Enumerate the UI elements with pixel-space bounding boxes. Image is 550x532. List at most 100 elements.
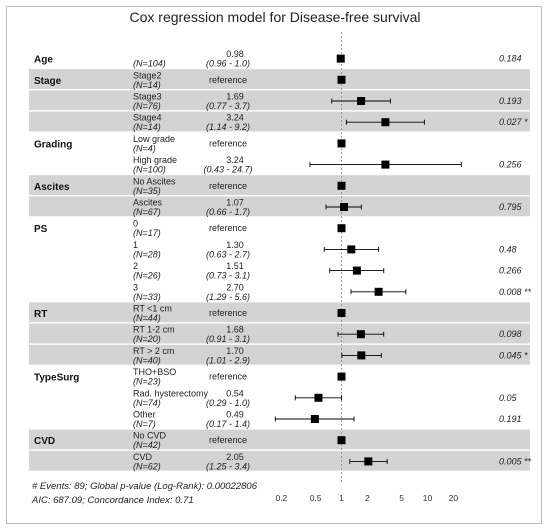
x-tick-label: 20 [449, 493, 459, 503]
ci-label: (0.96 - 1.0) [206, 59, 250, 69]
ci-label: (0.66 - 1.7) [206, 207, 250, 217]
model-footnote: # Events: 89; Global p-value (Log-Rank):… [32, 480, 257, 508]
ci-label: (0.73 - 3.1) [206, 271, 250, 281]
level-label: RT 1-2 cm [133, 325, 175, 335]
level-label: Rad. hysterectomy [133, 388, 209, 398]
hazard-ratio-marker [337, 181, 346, 190]
ci-label: (0.91 - 3.1) [206, 334, 250, 344]
p-value-label: 0.098 [499, 329, 522, 339]
hazard-ratio-marker [337, 75, 346, 84]
n-label: (N=35) [133, 186, 161, 196]
hazard-ratio-marker [381, 118, 390, 127]
row-stripe [29, 196, 530, 217]
hazard-ratio-marker [337, 436, 346, 445]
variable-label: RT [34, 309, 47, 320]
footnote-aic: AIC: 687.09; Concordance Index: 0.71 [32, 495, 194, 506]
n-label: (N=100) [133, 165, 166, 175]
hazard-ratio-marker [337, 372, 346, 381]
ci-label: (0.17 - 1.4) [206, 419, 250, 429]
hr-label: 0.54 [226, 388, 244, 398]
ci-label: (0.43 - 24.7) [203, 165, 252, 175]
hazard-ratio-marker [336, 54, 345, 63]
p-value-label: 0.008 ** [499, 287, 532, 297]
n-label: (N=62) [133, 461, 161, 471]
ci-label: (1.29 - 5.6) [206, 292, 250, 302]
p-value-label: 0.193 [499, 96, 522, 106]
hr-label: reference [209, 75, 247, 85]
level-label: 1 [133, 240, 138, 250]
x-tick-label: 0.2 [275, 493, 287, 503]
hr-label: 0.49 [226, 410, 244, 420]
level-label: CVD [133, 452, 153, 462]
p-value-label: 0.266 [499, 266, 522, 276]
row-stripe [29, 69, 530, 89]
x-tick-label: 2 [365, 493, 370, 503]
level-label: Low grade [133, 134, 175, 144]
hr-label: 1.69 [226, 92, 244, 102]
row-stripe [29, 429, 530, 450]
level-label: 2 [133, 261, 138, 271]
level-label: High grade [133, 155, 177, 165]
level-label: 0 [133, 219, 138, 229]
hazard-ratio-marker [347, 245, 356, 254]
p-value-label: 0.184 [499, 54, 522, 64]
n-label: (N=33) [133, 292, 161, 302]
hr-label: reference [209, 308, 247, 318]
hr-label: 0.98 [226, 49, 244, 59]
ci-label: (1.25 - 3.4) [206, 461, 250, 471]
level-label: THO+BSO [133, 367, 176, 377]
chart-title: Cox regression model for Disease-free su… [129, 9, 421, 25]
variable-label: PS [34, 224, 48, 235]
n-label: (N=44) [133, 313, 161, 323]
hr-label: 2.05 [226, 452, 244, 462]
hr-label: 1.68 [226, 325, 244, 335]
x-tick-label: 10 [423, 493, 433, 503]
n-label: (N=26) [133, 271, 161, 281]
hazard-ratio-marker [374, 287, 383, 296]
ci-label: (0.63 - 2.7) [206, 249, 250, 259]
level-label: 3 [133, 282, 138, 292]
variable-label: Stage [34, 76, 62, 87]
row-stripe [29, 302, 530, 323]
row-stripe [29, 90, 530, 111]
x-tick-label: 5 [399, 493, 404, 503]
row-stripe [29, 175, 530, 195]
p-value-label: 0.05 [499, 393, 518, 403]
n-label: (N=28) [133, 249, 161, 259]
level-label: RT <1 cm [133, 304, 172, 314]
hazard-ratio-marker [340, 203, 349, 211]
x-tick-label: 0.5 [310, 493, 322, 503]
variable-label: Ascites [34, 182, 70, 193]
estimate-marks [274, 54, 462, 466]
n-label: (N=74) [133, 398, 161, 408]
hazard-ratio-marker [352, 266, 361, 275]
hr-label: reference [209, 181, 247, 191]
variable-label: Age [34, 55, 53, 66]
hr-label: 2.70 [226, 282, 244, 292]
hazard-ratio-marker [337, 309, 346, 317]
ci-label: (0.29 - 1.0) [206, 398, 250, 408]
hazard-ratio-marker [337, 139, 346, 148]
row-labels: Age (N=104) 0.98(0.96 - 1.0) 0.184 Stage Stag… [34, 49, 532, 471]
hr-label: reference [209, 372, 247, 382]
p-value-label: 0.795 [499, 202, 523, 212]
level-label: Ascites [133, 198, 163, 208]
footnote-events: # Events: 89; Global p-value (Log-Rank):… [32, 481, 257, 492]
ci-label: (1.14 - 9.2) [206, 122, 250, 132]
hr-label: reference [209, 223, 247, 233]
n-label: (N=14) [133, 80, 161, 90]
row-stripe [29, 344, 530, 365]
n-label: (N=7) [133, 419, 156, 429]
p-value-label: 0.256 [499, 160, 522, 170]
hazard-ratio-marker [337, 224, 346, 233]
hazard-ratio-marker [364, 457, 373, 466]
hr-label: 1.30 [226, 240, 244, 250]
hazard-ratio-marker [314, 393, 323, 402]
ci-label: (0.77 - 3.7) [206, 101, 250, 111]
variable-label: Grading [34, 139, 72, 150]
p-value-label: 0.191 [499, 414, 522, 424]
n-label: (N=17) [133, 228, 161, 238]
n-label: (N=4) [133, 143, 156, 153]
level-label: Stage2 [133, 70, 162, 80]
